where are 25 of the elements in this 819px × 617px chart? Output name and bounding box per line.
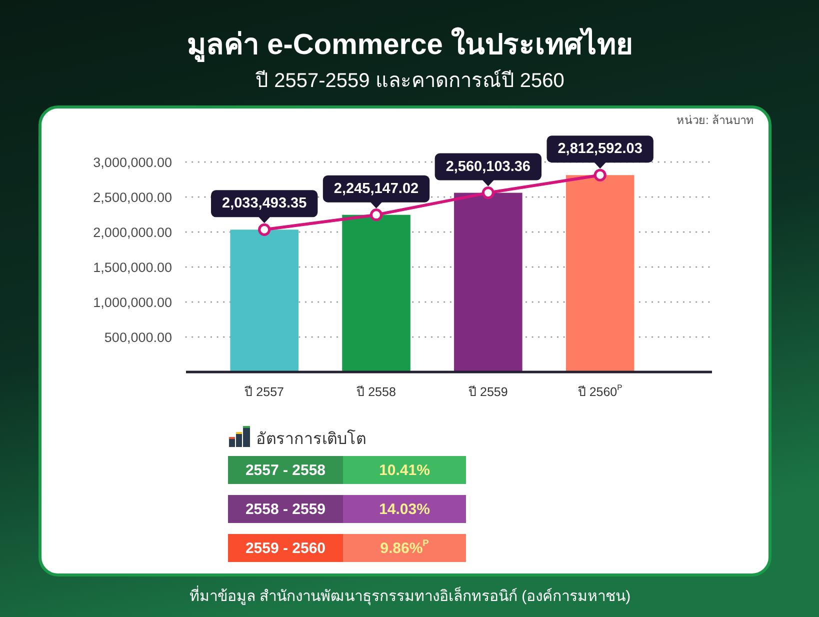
annotation: หน่วย: ล้านบาท bbox=[676, 115, 754, 127]
value-label: 14.03% bbox=[379, 500, 430, 518]
y-tick-label: 3,000,000.00 bbox=[93, 154, 172, 170]
subtitle: ปี 2557-2559 และคาดการณ์ปี 2560 bbox=[256, 70, 564, 92]
y-tick-label: 1,500,000.00 bbox=[93, 260, 172, 274]
title: อัตราการเติบโต bbox=[256, 430, 366, 448]
data-label: 2,560,103.36 bbox=[446, 158, 530, 175]
x-tick-label: ปี 2560$^{P}$ bbox=[578, 383, 622, 399]
x-tick-label: ปี 2557 bbox=[244, 385, 284, 399]
y-tick-label: 2,500,000.00 bbox=[93, 190, 172, 204]
y-tick-label: 2,000,000.00 bbox=[93, 224, 172, 240]
value-label: 10.41% bbox=[379, 462, 430, 478]
x-tick-label: ปี 2558 bbox=[356, 385, 396, 399]
category-label: 2559 - 2560 bbox=[245, 540, 326, 556]
data-label: 2,812,592.03 bbox=[558, 141, 642, 158]
annotation: ที่มาข้อมูล สำนักงานพัฒนาธุรกรรมทางอิเล็กทรอนิก์ (องค์การมหาชน) bbox=[189, 588, 631, 604]
value-label: 9.86%$^{P}$ bbox=[380, 538, 429, 556]
y-tick-label: 500,000.00 bbox=[104, 330, 172, 344]
x-tick-label: ปี 2559 bbox=[468, 385, 508, 399]
data-label: 2,245,147.02 bbox=[334, 180, 419, 197]
data-label: 2,033,493.35 bbox=[222, 196, 307, 212]
y-tick-label: 1,000,000.00 bbox=[93, 294, 172, 310]
title: มูลค่า e-Commerce ในประเทศไทย bbox=[187, 29, 633, 61]
category-label: 2557 - 2558 bbox=[245, 462, 326, 478]
category-label: 2558 - 2559 bbox=[245, 500, 326, 518]
